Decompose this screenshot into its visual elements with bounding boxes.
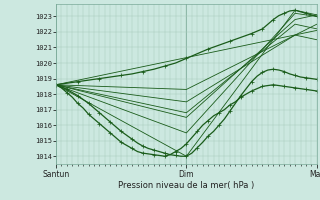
X-axis label: Pression niveau de la mer( hPa ): Pression niveau de la mer( hPa ) — [118, 181, 254, 190]
